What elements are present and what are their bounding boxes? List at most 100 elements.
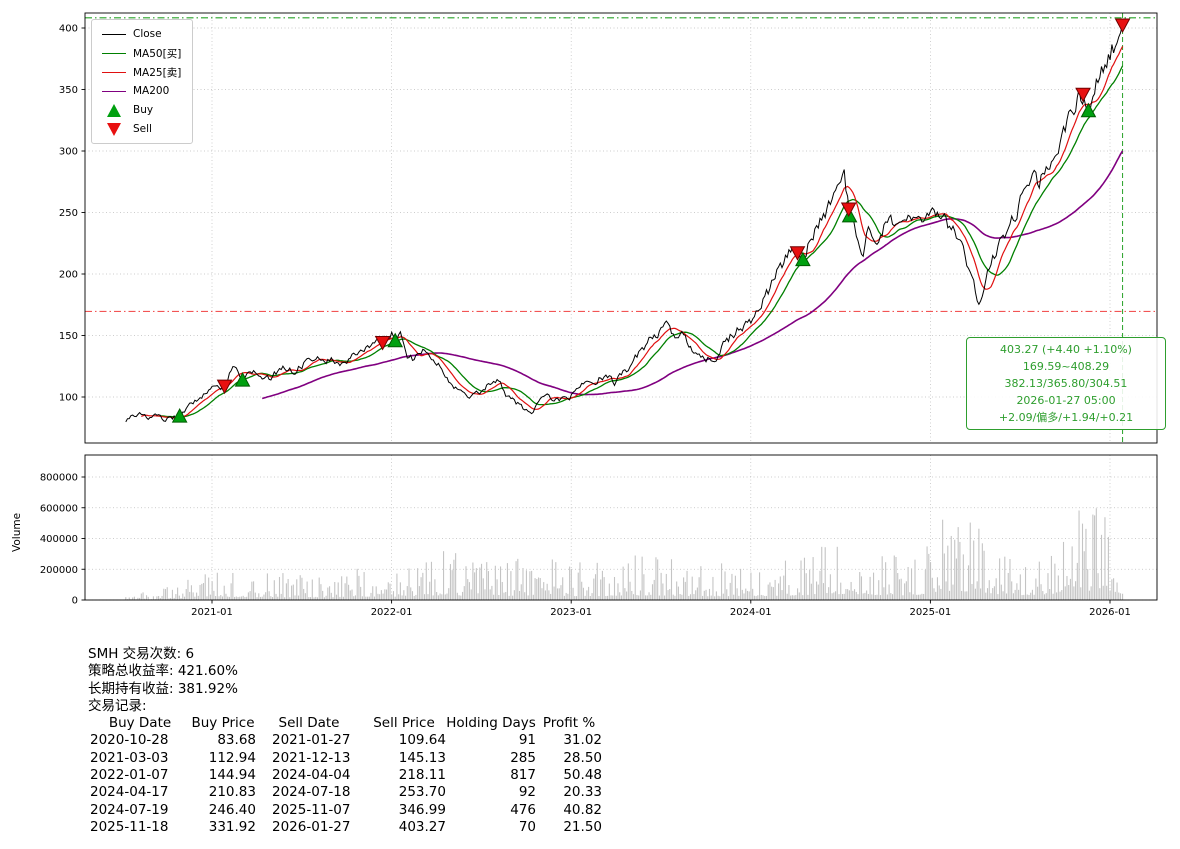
trade-table-cell: 2024-04-04 <box>272 767 351 784</box>
trade-table-cell: 83.68 <box>217 732 256 749</box>
trade-table-cell: 91 <box>518 732 536 749</box>
volume-axis-label: Volume <box>11 512 23 552</box>
legend-label: Sell <box>133 123 152 135</box>
trade-table-cell: 246.40 <box>208 801 256 818</box>
legend-item-ma25: MA25[卖] <box>101 65 181 79</box>
svg-text:200: 200 <box>59 270 78 281</box>
svg-text:2024-01: 2024-01 <box>730 607 772 618</box>
ma25-line-swatch <box>101 71 126 73</box>
trade-table-cell: 2025-11-07 <box>272 801 351 818</box>
legend-label: MA200 <box>133 85 170 97</box>
sell-marker-icon <box>101 122 126 136</box>
ma25-line-swatch <box>101 71 126 73</box>
trade-table-cell: 210.83 <box>208 784 256 801</box>
svg-text:2022-01: 2022-01 <box>371 607 413 618</box>
trade-table-cell: 20.33 <box>563 784 602 801</box>
trade-table-cell: 2021-01-27 <box>272 732 351 749</box>
trade-table-header: Buy Price <box>191 715 255 732</box>
trade-table-cell: 2026-01-27 <box>272 818 351 835</box>
trade-table-cell: 50.48 <box>563 767 602 784</box>
trade-table-cell: 145.13 <box>398 749 446 766</box>
annotation-line: 403.27 (+4.40 +1.10%) <box>1000 343 1132 356</box>
svg-text:0: 0 <box>72 596 78 607</box>
trade-table-header: Profit % <box>542 715 596 732</box>
svg-text:250: 250 <box>59 208 78 219</box>
trade-table: Buy Date Buy Price Sell Date Sell Price Hold… <box>90 715 602 836</box>
trade-table-cell: 2024-07-19 <box>90 801 169 818</box>
trade-table-cell: 2024-07-18 <box>272 784 351 801</box>
trade-table-cell: 31.02 <box>563 732 602 749</box>
svg-text:400000: 400000 <box>40 534 78 545</box>
annotation-line: 2026-01-27 05:00 <box>1016 394 1116 407</box>
legend-label: MA25[卖] <box>133 66 182 79</box>
trade-table-cell: 253.70 <box>398 784 446 801</box>
trade-table-cell: 2024-04-17 <box>90 784 169 801</box>
close-line-swatch <box>101 33 126 35</box>
legend-label: MA50[买] <box>133 47 182 60</box>
trade-records-label: 交易记录: <box>88 697 147 714</box>
trade-table-cell: 218.11 <box>398 767 446 784</box>
trade-table-header: Sell Price <box>373 715 435 732</box>
trade-table-header: Buy Date <box>108 715 172 732</box>
svg-text:2025-01: 2025-01 <box>910 607 952 618</box>
trade-table-cell: 70 <box>518 818 536 835</box>
svg-text:200000: 200000 <box>40 565 78 576</box>
trade-table-header: Holding Days <box>446 715 536 732</box>
svg-text:800000: 800000 <box>40 473 78 484</box>
trade-table-cell: 817 <box>510 767 536 784</box>
trade-table-cell: 476 <box>510 801 536 818</box>
trade-table-cell: 331.92 <box>208 818 256 835</box>
svg-text:400: 400 <box>59 24 78 35</box>
trade-table-cell: 144.94 <box>208 767 256 784</box>
svg-text:350: 350 <box>59 85 78 96</box>
legend-item-close: Close <box>101 27 181 41</box>
trades-count-line: SMH 交易次数: 6 <box>88 646 195 662</box>
summary-block: SMH 交易次数: 6 策略总收益率: 421.60% 长期持有收益: 381.… <box>88 646 602 836</box>
legend-item-sell: Sell <box>101 122 181 136</box>
ma200-line-swatch <box>101 90 126 92</box>
trade-table-cell: 403.27 <box>398 818 446 835</box>
chart-legend: Close MA50[买] MA25[卖] MA200 Buy Sell <box>91 19 194 144</box>
trade-table-cell: 285 <box>510 749 536 766</box>
quote-annotation-box: 403.27 (+4.40 +1.10%) 169.59~408.29 382.13… <box>966 337 1166 430</box>
strategy-return-line: 策略总收益率: 421.60% <box>88 663 238 680</box>
hold-return-line: 长期持有收益: 381.92% <box>88 680 238 697</box>
trade-table-cell: 2022-01-07 <box>90 767 169 784</box>
svg-text:150: 150 <box>59 331 78 342</box>
svg-text:2021-01: 2021-01 <box>191 607 233 618</box>
trade-table-cell: 2020-10-28 <box>90 732 169 749</box>
legend-item-ma50: MA50[买] <box>101 46 181 60</box>
trade-table-cell: 2025-11-18 <box>90 818 169 835</box>
svg-text:2026-01: 2026-01 <box>1089 607 1131 618</box>
legend-label: Buy <box>133 104 154 116</box>
trade-table-cell: 40.82 <box>563 801 602 818</box>
annotation-line: 382.13/365.80/304.51 <box>1004 377 1128 390</box>
trade-table-cell: 346.99 <box>398 801 446 818</box>
svg-text:100: 100 <box>59 393 78 404</box>
svg-text:600000: 600000 <box>40 503 78 514</box>
sell-marker-icon <box>106 122 121 136</box>
legend-item-buy: Buy <box>101 103 181 117</box>
trade-table-cell: 2021-03-03 <box>90 749 169 766</box>
trade-table-cell: 2021-12-13 <box>272 749 351 766</box>
trade-table-cell: 92 <box>518 784 536 801</box>
trade-table-header: Sell Date <box>278 715 340 732</box>
trade-table-cell: 109.64 <box>398 732 446 749</box>
svg-text:2023-01: 2023-01 <box>550 607 592 618</box>
trade-table-cell: 112.94 <box>208 749 256 766</box>
trade-table-cell: 21.50 <box>563 818 602 835</box>
ma200-line-swatch <box>101 90 126 92</box>
close-line-swatch <box>101 33 126 35</box>
svg-text:300: 300 <box>59 147 78 158</box>
legend-label: Close <box>133 28 162 40</box>
annotation-line: +2.09/偏多/+1.94/+0.21 <box>998 411 1134 424</box>
buy-marker-icon <box>101 103 126 117</box>
legend-item-ma200: MA200 <box>101 84 181 98</box>
ma50-line-swatch <box>101 52 126 54</box>
trade-table-cell: 28.50 <box>563 749 602 766</box>
price-volume-chart: 100 150 200 250 300 350 400 0 200000 400000 600000… <box>40 12 1158 618</box>
buy-marker-icon <box>106 103 121 117</box>
annotation-line: 169.59~408.29 <box>1022 360 1110 373</box>
ma50-line-swatch <box>101 52 126 54</box>
